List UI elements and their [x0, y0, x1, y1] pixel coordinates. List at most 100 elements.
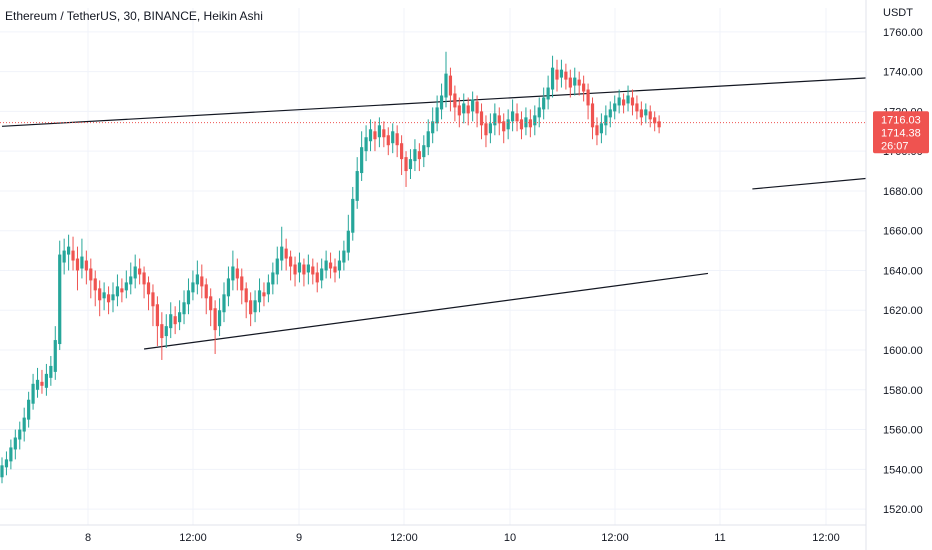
candle	[320, 258, 324, 289]
candle	[497, 107, 501, 136]
candle-body	[98, 288, 102, 301]
candle-body	[528, 119, 532, 128]
candle	[124, 270, 128, 299]
candle	[413, 139, 417, 172]
candle-body	[240, 276, 244, 291]
price-axis-background	[866, 0, 932, 550]
candle	[519, 111, 524, 140]
candle-body	[213, 308, 217, 331]
candle-body	[324, 260, 328, 271]
candle-body	[519, 119, 524, 130]
candle	[151, 284, 155, 327]
candle-body	[351, 198, 355, 233]
candle	[40, 369, 44, 394]
candle	[599, 113, 603, 144]
candle-body	[160, 324, 164, 339]
candle-body	[311, 266, 315, 275]
candle-body	[635, 103, 639, 112]
price-axis-unit: USDT	[883, 7, 913, 19]
x-tick-label: 8	[85, 532, 91, 544]
candle	[644, 103, 648, 124]
candle-body	[151, 292, 155, 307]
candle-body	[249, 300, 253, 315]
candle	[377, 117, 381, 148]
candle	[191, 270, 195, 301]
x-tick-label: 12:00	[812, 532, 840, 544]
candle	[249, 292, 253, 327]
candle-body	[559, 69, 564, 78]
y-tick-label: 1580.00	[883, 385, 923, 397]
candle	[71, 236, 75, 271]
candle	[289, 250, 293, 281]
candle	[368, 119, 373, 152]
candle	[453, 85, 457, 122]
candle-body	[164, 326, 168, 337]
candle-body	[333, 266, 337, 273]
candle	[559, 59, 564, 88]
y-tick-label: 1560.00	[883, 425, 923, 437]
candle-body	[115, 286, 120, 297]
candle	[138, 258, 142, 285]
candle-body	[195, 274, 199, 285]
candle	[439, 83, 444, 120]
candle	[391, 123, 395, 154]
candle	[471, 91, 475, 122]
candle	[35, 367, 40, 398]
candle	[337, 250, 342, 279]
trendlines	[1, 52, 932, 350]
candle	[257, 278, 262, 313]
candle	[186, 278, 191, 315]
candle	[622, 93, 626, 114]
candle-body	[182, 302, 186, 315]
candle	[506, 109, 510, 140]
candle	[333, 258, 337, 283]
candle-body	[453, 93, 457, 108]
candle-body	[18, 429, 22, 440]
candle	[235, 258, 239, 291]
candle-body	[644, 109, 648, 116]
candle	[213, 300, 217, 354]
trendline[interactable]	[144, 272, 709, 350]
candle-body	[302, 264, 306, 275]
candle	[22, 407, 26, 442]
candle	[262, 282, 266, 307]
candle-body	[67, 246, 71, 255]
candle-body	[244, 288, 248, 303]
trendline[interactable]	[1, 52, 932, 127]
candle-body	[400, 143, 404, 160]
candle-body	[120, 288, 124, 293]
candle-body	[53, 340, 57, 372]
candle	[200, 264, 204, 299]
candle-body	[306, 264, 310, 273]
candle-body	[27, 399, 31, 420]
candle-body	[475, 101, 479, 114]
candle-body	[382, 129, 386, 138]
candle	[142, 266, 146, 299]
candle-body	[337, 260, 342, 271]
candle-body	[457, 105, 461, 116]
candle	[653, 111, 657, 132]
candle	[27, 391, 31, 428]
x-tick-label: 12:00	[179, 532, 207, 544]
candle-body	[89, 268, 93, 281]
candle-body	[550, 67, 555, 90]
time-axis-ticks[interactable]: 8 12:00 9 12:00 10 12:00 11 12:00	[85, 532, 840, 544]
candle-body	[346, 230, 350, 253]
candle-body	[191, 282, 195, 293]
candle	[528, 109, 532, 138]
candle	[106, 286, 111, 315]
candle	[93, 270, 97, 307]
candle-body	[284, 248, 288, 259]
candle	[302, 258, 306, 287]
y-tick-label: 1520.00	[883, 504, 923, 516]
price-badge-label: 1714.38	[881, 127, 921, 139]
candle	[475, 95, 479, 128]
candle	[533, 105, 537, 136]
candle	[75, 246, 80, 291]
candle-body	[604, 115, 608, 126]
candle-body	[13, 437, 17, 450]
candle-body	[253, 300, 257, 313]
y-tick-label: 1540.00	[883, 464, 923, 476]
candle	[169, 302, 173, 339]
candle	[324, 250, 328, 279]
